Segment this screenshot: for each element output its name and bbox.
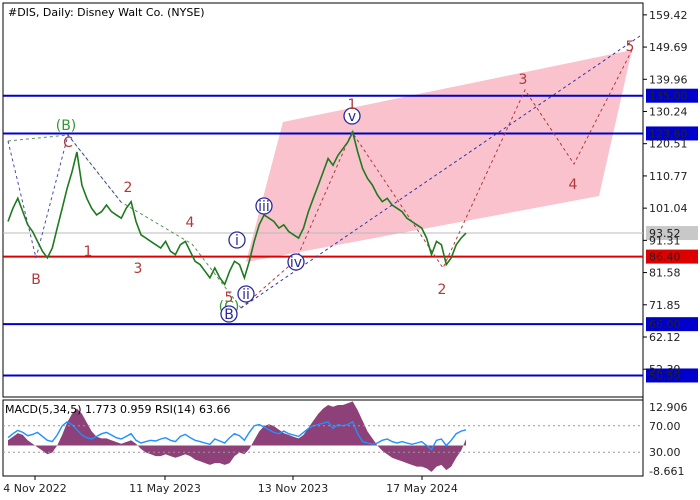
level-tag <box>646 317 698 332</box>
y-tick-label: 159.42 <box>649 9 688 22</box>
x-tick-label: 17 May 2024 <box>386 482 458 495</box>
wave-label: B <box>31 272 41 288</box>
level-label: 86.40 <box>649 251 681 264</box>
macd-histogram <box>8 401 466 472</box>
y-tick-label: 62.12 <box>649 331 681 344</box>
wave-guide-green <box>7 134 242 309</box>
y-tick-label: 91.31 <box>649 234 681 247</box>
wave-label-circle <box>255 197 273 215</box>
rsi-line <box>7 420 467 451</box>
wave-label-circle <box>237 285 255 303</box>
rsi-level-label: 30.00 <box>649 446 681 459</box>
wave-label: i <box>235 233 239 249</box>
wave-label: B <box>224 307 234 323</box>
wave-label: 1 <box>348 97 357 113</box>
wave-label: iii <box>258 199 270 215</box>
wave-label: 3 <box>134 261 143 277</box>
wave-label-circle <box>343 107 361 125</box>
wave-label: 4 <box>186 215 195 231</box>
wave-guide-blue-c <box>7 133 122 259</box>
indicator-label: MACD(5,34,5) 1.773 0.959 RSI(14) 63.66 <box>5 403 230 416</box>
level-label: 50.50 <box>649 369 681 382</box>
wave-label: 2 <box>124 180 133 196</box>
level-label: 66.00 <box>649 318 681 331</box>
wave-label: 2 <box>438 282 447 298</box>
rsi-level-label: 70.00 <box>649 420 681 433</box>
wave-label: (B) <box>56 118 77 134</box>
wave-guide-blue <box>240 35 641 309</box>
wave-label: 3 <box>519 72 528 88</box>
y-tick-label: 120.51 <box>649 138 688 151</box>
wave-label: C <box>63 135 73 151</box>
wave-label: 5 <box>626 39 635 55</box>
y-tick-label: 130.24 <box>649 105 688 118</box>
chart-title: #DIS, Daily: Disney Walt Co. (NYSE) <box>8 6 205 19</box>
y-tick-label: 81.58 <box>649 267 681 280</box>
macd-axis-label: 12.906 <box>649 401 688 414</box>
level-tag <box>646 368 698 383</box>
forecast-channel <box>246 50 632 262</box>
y-tick-label: 52.39 <box>649 363 681 376</box>
y-tick-label: 110.77 <box>649 170 688 183</box>
level-label: 123.60 <box>649 127 688 140</box>
price-line <box>7 129 467 287</box>
y-tick-label: 101.04 <box>649 202 688 215</box>
level-tag <box>646 249 698 264</box>
x-tick-label: 4 Nov 2022 <box>3 482 66 495</box>
wave-label-circle <box>220 305 238 323</box>
x-tick-label: 13 Nov 2023 <box>258 482 328 495</box>
indicator-bottom-label: -8.661 <box>649 465 684 478</box>
wave-label: 1 <box>84 244 93 260</box>
current-price-label: 93.52 <box>649 227 681 240</box>
x-tick-label: 11 May 2023 <box>129 482 201 495</box>
wave-label: iv <box>290 255 302 271</box>
current-price-tag <box>646 226 698 241</box>
y-tick-label: 71.85 <box>649 299 681 312</box>
level-tag <box>646 88 698 103</box>
wave-label: v <box>348 109 356 125</box>
wave-label-circle <box>228 231 246 249</box>
wave-label: ii <box>242 287 250 303</box>
wave-label: 4 <box>569 177 578 193</box>
level-label: 135.00 <box>649 90 688 103</box>
wave-label: 5 <box>225 290 234 306</box>
level-tag <box>646 126 698 141</box>
wave-label-circle <box>287 253 305 271</box>
y-tick-label: 139.96 <box>649 73 688 86</box>
y-tick-label: 149.69 <box>649 41 688 54</box>
